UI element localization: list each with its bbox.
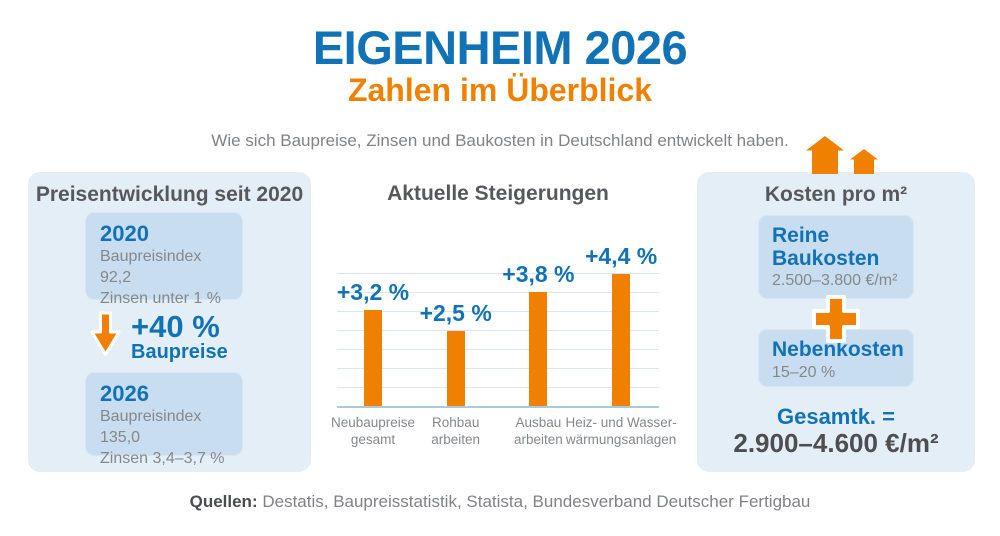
price-change: +40 % Baupreise <box>90 311 228 363</box>
arrow-down-icon <box>90 311 121 362</box>
infobox-2020: 2020 Baupreisindex 92,2 Zinsen unter 1 % <box>85 212 243 307</box>
sources-label: Quellen: <box>189 492 258 511</box>
panel-preisentwicklung: Preisentwicklung seit 2020 2020 Baupreis… <box>28 172 311 472</box>
gridline <box>337 368 659 369</box>
price-change-value: +40 % <box>131 309 220 344</box>
bar-category-label: Rohbau arbeiten <box>431 415 481 447</box>
page-title: EIGENHEIM 2026 <box>312 21 688 74</box>
total-value: 2.900–4.600 €/m² <box>733 428 939 458</box>
bar <box>529 292 548 406</box>
bar-value-label: +4,4 % <box>584 243 658 269</box>
plus-icon <box>810 293 862 345</box>
page-subtitle: Zahlen im Überblick <box>347 72 653 108</box>
zinsen-2026: Zinsen 3,4–3,7 % <box>100 449 225 467</box>
panel-kosten: Kosten pro m² Reine Baukosten 2.500–3.80… <box>697 136 975 472</box>
small-house-icon <box>850 149 878 174</box>
nebenkosten-title: Nebenkosten <box>772 338 904 361</box>
bar-category-label: Neubaupreise gesamt <box>330 415 416 447</box>
house-icons <box>803 134 927 174</box>
price-change-label: Baupreise <box>131 341 228 363</box>
infobox-2026: 2026 Baupreisindex 135,0 Zinsen 3,4–3,7 … <box>85 372 243 467</box>
bar-category-label: Ausbau arbeiten <box>513 415 563 447</box>
infobox-baukosten: Reine Baukosten 2.500–3.800 €/m² <box>758 215 914 299</box>
x-axis-line <box>337 406 659 408</box>
bar-value-label: +2,5 % <box>419 300 492 326</box>
nebenkosten-value: 15–20 % <box>772 363 836 381</box>
gridline <box>337 330 659 331</box>
chart-title: Aktuelle Steigerungen <box>387 182 609 205</box>
baukosten-value: 2.500–3.800 €/m² <box>772 272 898 290</box>
bar <box>364 310 382 406</box>
zinsen-2020: Zinsen unter 1 % <box>100 289 221 307</box>
bar-value-label: +3,2 % <box>336 279 410 305</box>
bar-value-label: +3,8 % <box>502 261 575 287</box>
big-house-icon <box>806 136 844 174</box>
sources-text: Destatis, Baupreisstatistik, Statista, B… <box>257 492 811 511</box>
gridline <box>337 292 659 293</box>
gridline <box>337 311 659 312</box>
year-2026: 2026 <box>100 381 149 406</box>
panel-heading-preisentwicklung: Preisentwicklung seit 2020 <box>35 183 304 206</box>
total-label: Gesamtk. = <box>776 404 895 429</box>
year-2020: 2020 <box>100 221 149 246</box>
gridline <box>337 387 659 388</box>
bar <box>612 274 631 406</box>
bar-category-label: Heiz- und Wasser-wärmungsanlagen <box>565 415 677 447</box>
baupreisindex-2020: Baupreisindex 92,2 <box>100 247 202 286</box>
bar-chart: +3,2 % Neubaupreise gesamt +2,5 % Rohbau arbe… <box>331 243 677 450</box>
bar <box>446 331 465 406</box>
gridline <box>337 273 659 274</box>
baukosten-title: Reine Baukosten <box>772 224 880 270</box>
panel-heading-kosten: Kosten pro m² <box>764 183 908 206</box>
gridline <box>337 349 659 350</box>
page-tagline: Wie sich Baupreise, Zinsen und Baukosten… <box>211 131 789 150</box>
sources-line: Quellen: Destatis, Baupreisstatistik, St… <box>0 492 1000 512</box>
baupreisindex-2026: Baupreisindex 135,0 <box>100 407 202 446</box>
